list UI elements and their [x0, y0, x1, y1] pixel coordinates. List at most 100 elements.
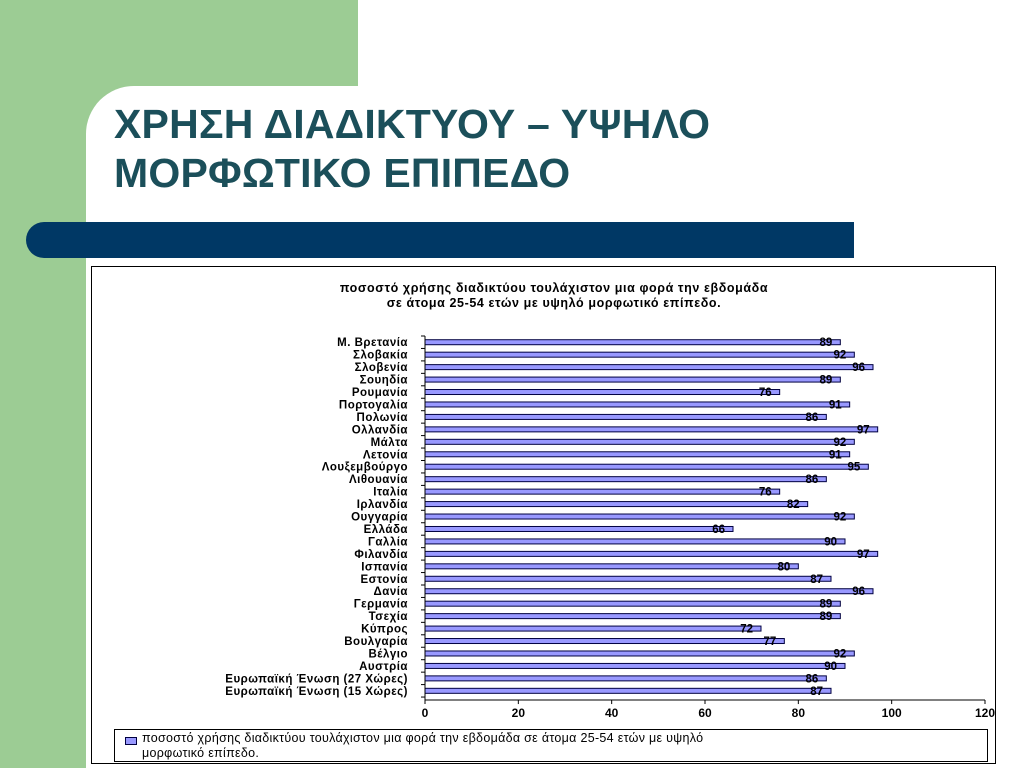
- bar-22: [424, 600, 841, 607]
- bar-24: [424, 625, 762, 632]
- x-tick-label-40: 40: [605, 706, 619, 720]
- value-label-29: 87: [810, 686, 823, 698]
- bar-19: [424, 563, 799, 570]
- x-tick-label-100: 100: [882, 706, 902, 720]
- value-label-25: 77: [764, 636, 777, 648]
- value-label-27: 90: [824, 661, 837, 673]
- bar-17: [424, 538, 846, 545]
- bar-20: [424, 575, 832, 582]
- value-label-14: 82: [787, 499, 800, 511]
- bar-6: [424, 401, 851, 408]
- category-label-12: Λιθουανία: [349, 474, 408, 486]
- value-label-3: 96: [852, 362, 865, 374]
- value-label-19: 80: [778, 561, 791, 573]
- bar-18: [424, 550, 879, 557]
- category-labels: Μ. ΒρετανίαΣλοβακίαΣλοβενίαΣουηδίαΡουμαν…: [225, 337, 409, 698]
- x-tick-label-80: 80: [792, 706, 806, 720]
- value-label-17: 90: [824, 536, 837, 548]
- category-label-10: Λετονία: [363, 449, 408, 461]
- category-label-5: Ρουμανία: [352, 387, 408, 399]
- category-label-4: Σουηδία: [360, 375, 408, 387]
- bar-13: [424, 488, 781, 495]
- bar-23: [424, 613, 841, 620]
- chart-frame: ποσοστό χρήσης διαδικτύου τουλάχιστον μι…: [91, 266, 996, 764]
- bar-series: [424, 339, 879, 694]
- category-label-14: Ιρλανδία: [357, 499, 408, 511]
- category-label-22: Γερμανία: [354, 599, 408, 611]
- bar-16: [424, 525, 734, 532]
- slide-title-line-1: ΧΡΗΣΗ ΔΙΑΔΙΚΤΥΟΥ – ΥΨΗΛΟ: [114, 101, 711, 147]
- value-label-8: 97: [857, 424, 870, 436]
- legend-label: ποσοστό χρήσης διαδικτύου τουλάχιστον μι…: [142, 731, 982, 761]
- value-label-24: 72: [740, 624, 753, 636]
- value-label-10: 91: [829, 449, 842, 461]
- slide-title: ΧΡΗΣΗ ΔΙΑΔΙΚΤΥΟΥ – ΥΨΗΛΟ ΜΟΡΦΩΤΙΚΟ ΕΠΙΠΕ…: [114, 100, 994, 198]
- bar-4: [424, 376, 841, 383]
- value-label-6: 91: [829, 399, 842, 411]
- value-label-28: 86: [806, 673, 819, 685]
- bar-11: [424, 463, 869, 470]
- bar-26: [424, 650, 855, 657]
- value-labels: 89 92 96 89 76 91 86 97 92 91 95 86 76 82 92 66 90 97 80 87…: [712, 337, 869, 698]
- category-label-8: Ολλανδία: [352, 424, 408, 436]
- category-label-18: Φιλανδία: [354, 549, 408, 561]
- bar-14: [424, 501, 809, 508]
- bar-21: [424, 588, 874, 595]
- bar-27: [424, 662, 846, 669]
- category-label-29: Ευρωπαϊκή Ένωση (15 Χώρες): [225, 686, 408, 698]
- category-label-20: Εστονία: [360, 574, 408, 586]
- x-tick-label-120: 120: [975, 706, 995, 720]
- legend-label-line-2: μορφωτικό επίπεδο.: [142, 746, 260, 760]
- legend-swatch: [125, 737, 137, 745]
- category-label-24: Κύπρος: [361, 624, 408, 636]
- value-label-15: 92: [834, 512, 847, 524]
- category-label-25: Βουλγαρία: [344, 636, 408, 648]
- value-label-11: 95: [848, 462, 861, 474]
- bar-5: [424, 389, 781, 396]
- category-label-13: Ιταλία: [373, 487, 408, 499]
- value-label-18: 97: [857, 549, 870, 561]
- value-label-20: 87: [810, 574, 823, 586]
- value-label-4: 89: [820, 375, 833, 387]
- category-label-15: Ουγγαρία: [351, 512, 408, 524]
- bar-2: [424, 351, 855, 358]
- legend-label-line-1: ποσοστό χρήσης διαδικτύου τουλάχιστον μι…: [142, 731, 704, 745]
- bar-1: [424, 339, 841, 346]
- value-label-16: 66: [712, 524, 725, 536]
- bar-25: [424, 638, 785, 645]
- bar-12: [424, 476, 827, 483]
- category-label-26: Βέλγιο: [368, 648, 408, 660]
- bar-7: [424, 413, 827, 420]
- value-label-21: 96: [852, 586, 865, 598]
- value-label-12: 86: [806, 474, 819, 486]
- bar-9: [424, 438, 855, 445]
- chart-title-line-2: σε άτομα 25-54 ετών με υψηλό μορφωτικό ε…: [387, 296, 721, 310]
- value-label-2: 92: [834, 350, 847, 362]
- bar-15: [424, 513, 855, 520]
- bar-8: [424, 426, 879, 433]
- category-label-2: Σλοβακία: [353, 350, 408, 362]
- value-label-22: 89: [820, 599, 833, 611]
- category-label-23: Τσεχία: [369, 611, 408, 623]
- bar-29: [424, 687, 832, 694]
- value-label-13: 76: [759, 487, 772, 499]
- x-tick-label-20: 20: [512, 706, 526, 720]
- bar-28: [424, 675, 827, 682]
- category-label-21: Δανία: [374, 586, 409, 598]
- category-label-7: Πολωνία: [357, 412, 408, 424]
- category-label-27: Αυστρία: [359, 661, 408, 673]
- value-label-26: 92: [834, 648, 847, 660]
- value-label-5: 76: [759, 387, 772, 399]
- category-label-6: Πορτογαλία: [339, 399, 408, 411]
- category-label-9: Μάλτα: [371, 437, 408, 449]
- category-label-16: Ελλάδα: [364, 524, 408, 536]
- x-tick-label-0: 0: [422, 706, 429, 720]
- category-label-19: Ισπανία: [361, 561, 408, 573]
- x-tick-label-60: 60: [698, 706, 712, 720]
- bar-chart: ποσοστό χρήσης διαδικτύου τουλάχιστον μι…: [225, 281, 995, 720]
- category-label-11: Λουξεμβούργο: [322, 462, 408, 474]
- x-axis-ticks: 0 20 40 60 80 100 120: [422, 700, 995, 720]
- slide-title-line-2: ΜΟΡΦΩΤΙΚΟ ΕΠΙΠΕΔΟ: [114, 150, 571, 196]
- value-label-7: 86: [806, 412, 819, 424]
- chart-title-line-1: ποσοστό χρήσης διαδικτύου τουλάχιστον μι…: [340, 281, 768, 295]
